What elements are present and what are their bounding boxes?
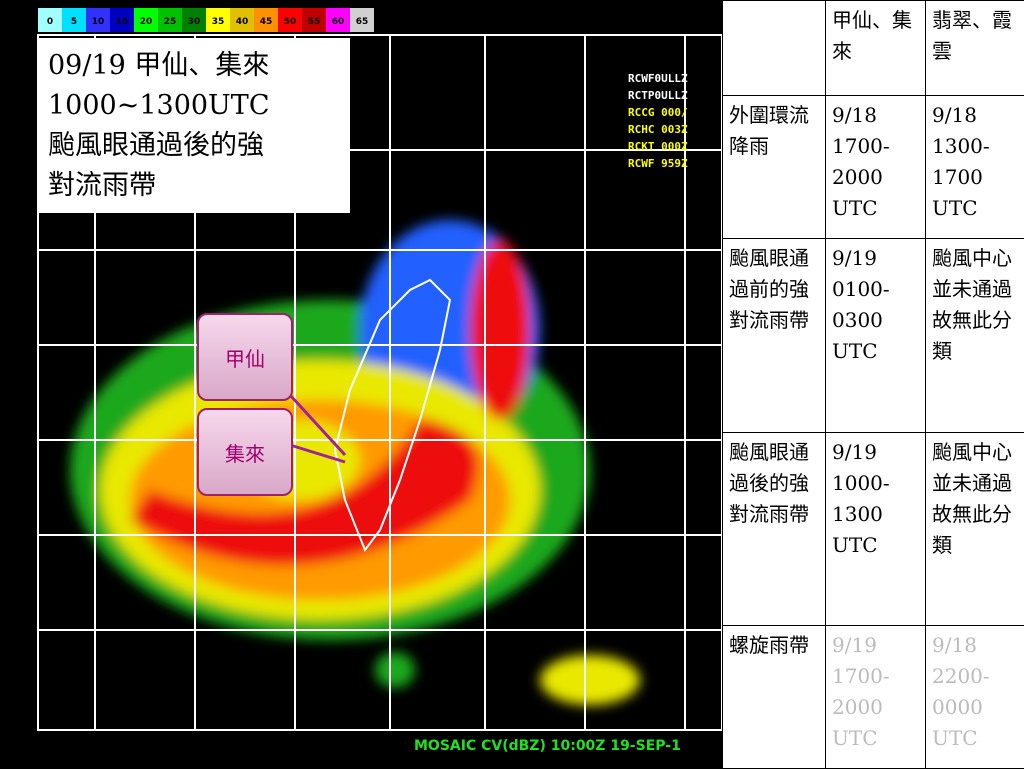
site-label: 甲仙 — [197, 313, 293, 401]
cell-text: 颱風眼通過後的強對流雨帶 — [729, 437, 819, 530]
cell-text: 螺旋雨帶 — [729, 630, 819, 661]
cell-text: UTC — [832, 530, 919, 561]
colorbar-label: 50 — [284, 17, 297, 27]
colorbar-label: 0 — [47, 17, 53, 27]
cell-text: 2000 — [832, 162, 919, 193]
cell-text: 2000 — [832, 692, 919, 723]
cell-text: 0000 — [932, 692, 1018, 723]
station-list: RCWF0ULLZ RCTP0ULLZ RCCG 000/RCHC 003Z RCKT… — [628, 72, 688, 170]
cell-text: 颱風中心並未通過故無此分類 — [932, 243, 1018, 367]
note-line: 09/19 甲仙、集來 — [48, 46, 340, 86]
cell-text: 1700- — [832, 661, 919, 692]
cell-text: 0100- — [832, 274, 919, 305]
cell-text: 9/18 — [932, 630, 1018, 661]
table-cell: 颱風中心並未通過故無此分類 — [926, 239, 1024, 433]
colorbar-label: 45 — [260, 17, 273, 27]
note-line: 颱風眼通過後的強 — [48, 126, 340, 166]
cell-text: 颱風眼通過前的強對流雨帶 — [729, 243, 819, 336]
cell-text: 1000- — [832, 468, 919, 499]
header-cell — [723, 1, 826, 96]
colorbar-label: 60 — [332, 17, 345, 27]
cell-text: UTC — [832, 723, 919, 754]
station-label: RCKT 000Z — [628, 140, 688, 153]
colorbar-label: 5 — [71, 17, 77, 27]
station-label: RCHC 003Z — [628, 123, 688, 136]
header-cell: 翡翠、霞雲 — [926, 1, 1024, 96]
note-line: 1000~1300UTC — [48, 86, 340, 126]
table-cell: 颱風眼通過後的強對流雨帶 — [723, 433, 826, 626]
cell-text: 1700- — [832, 131, 919, 162]
table-cell: 螺旋雨帶 — [723, 626, 826, 769]
header-cell: 甲仙、集來 — [826, 1, 926, 96]
cell-text: 9/18 — [832, 100, 919, 131]
cell-text: 9/19 — [832, 630, 919, 661]
colorbar-label: 20 — [140, 17, 153, 27]
cell-text: 1300- — [932, 131, 1018, 162]
cell-text: 9/19 — [832, 437, 919, 468]
cell-text: 1300 — [832, 499, 919, 530]
cell-text: 1700 — [932, 162, 1018, 193]
site-label: 集來 — [197, 408, 293, 496]
cell-text: 9/18 — [932, 100, 1018, 131]
table-cell: 外圍環流降雨 — [723, 96, 826, 239]
cell-text: UTC — [832, 193, 919, 224]
colorbar-label: 35 — [212, 17, 225, 27]
radar-caption: MOSAIC CV(dBZ) 10:00Z 19-SEP-1 — [414, 738, 681, 754]
table-cell: 颱風眼通過前的強對流雨帶 — [723, 239, 826, 433]
table-cell: 颱風中心並未通過故無此分類 — [926, 433, 1024, 626]
colorbar: 0 5 10 15 20 25 30 35 40 45 50 55 60 65 — [38, 8, 374, 32]
colorbar-label: 30 — [188, 17, 201, 27]
colorbar-label: 40 — [236, 17, 249, 27]
colorbar-label: 15 — [116, 17, 129, 27]
colorbar-label: 10 — [92, 17, 105, 27]
cell-text: UTC — [932, 193, 1018, 224]
cell-text: UTC — [932, 723, 1018, 754]
cell-text: 颱風中心並未通過故無此分類 — [932, 437, 1018, 561]
colorbar-label: 55 — [308, 17, 321, 27]
station-label: RCCG 000/ — [628, 106, 688, 119]
station-label: RCTP0ULLZ — [628, 89, 688, 102]
station-label: RCWF0ULLZ — [628, 72, 688, 85]
note-line: 對流雨帶 — [48, 166, 340, 206]
cell-text: 外圍環流降雨 — [729, 100, 819, 162]
cell-text: UTC — [832, 336, 919, 367]
cell-text: 0300 — [832, 305, 919, 336]
colorbar-label: 65 — [356, 17, 369, 27]
station-label: RCWF 959Z — [628, 157, 688, 170]
cell-text: 9/19 — [832, 243, 919, 274]
cell-text: 2200- — [932, 661, 1018, 692]
colorbar-label: 25 — [164, 17, 177, 27]
header-row: 甲仙、集來翡翠、霞雲 — [723, 1, 1024, 96]
